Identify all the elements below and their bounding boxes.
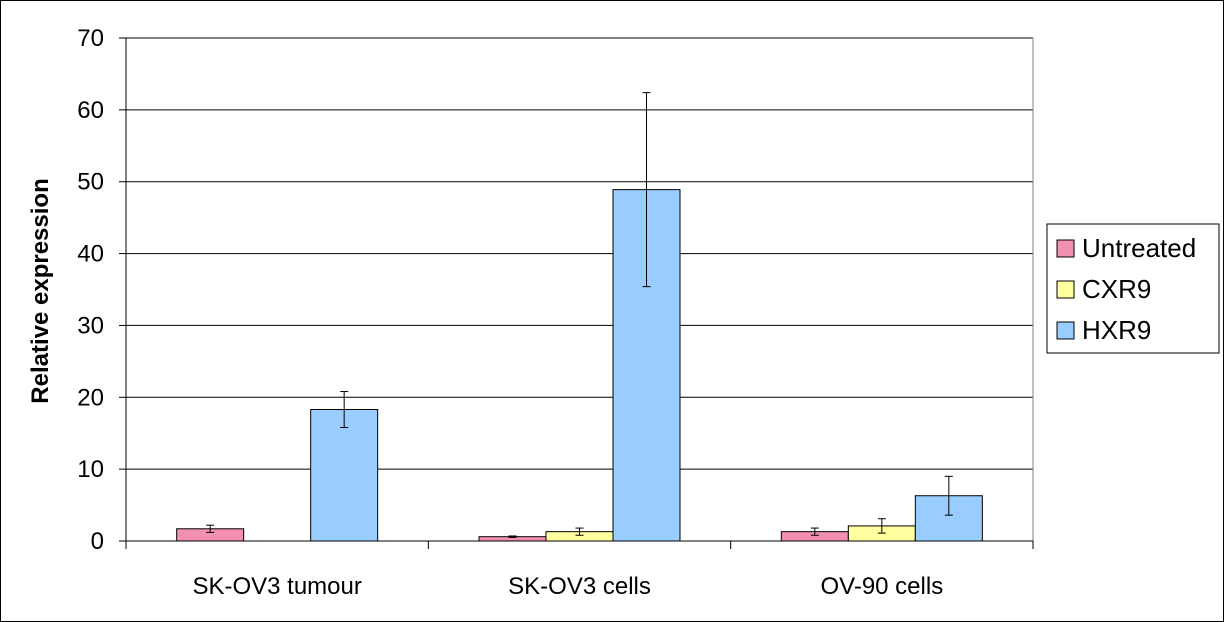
legend-swatch (1056, 321, 1075, 340)
legend-swatch (1056, 280, 1075, 299)
y-tick-label: 60 (77, 97, 104, 124)
y-tick-label: 70 (77, 25, 104, 52)
bar (310, 409, 379, 542)
error-bars (206, 92, 953, 538)
legend-label: Untreated (1082, 233, 1196, 263)
y-axis-title: Relative expression (27, 178, 54, 403)
y-tick-label: 0 (91, 528, 104, 555)
legend-label: CXR9 (1082, 274, 1151, 304)
bars (176, 189, 983, 542)
y-tick-label: 20 (77, 384, 104, 411)
category-labels: SK-OV3 tumour SK-OV3 cells OV-90 cells (192, 573, 943, 600)
legend: Untreated CXR9 HXR9 (1046, 223, 1220, 354)
y-tick-label: 10 (77, 456, 104, 483)
gridlines (126, 37, 1033, 470)
legend-box (1046, 223, 1220, 354)
y-tick-label: 50 (77, 169, 104, 196)
category-label: OV-90 cells (820, 573, 943, 600)
y-tick-label: 30 (77, 312, 104, 339)
legend-label: HXR9 (1082, 315, 1151, 345)
axes (119, 37, 1034, 549)
category-label: SK-OV3 tumour (192, 573, 361, 600)
y-tick-labels: 0 10 20 30 40 50 60 70 (77, 25, 104, 555)
category-label: SK-OV3 cells (508, 573, 651, 600)
legend-swatch (1056, 239, 1075, 258)
y-tick-label: 40 (77, 241, 104, 268)
